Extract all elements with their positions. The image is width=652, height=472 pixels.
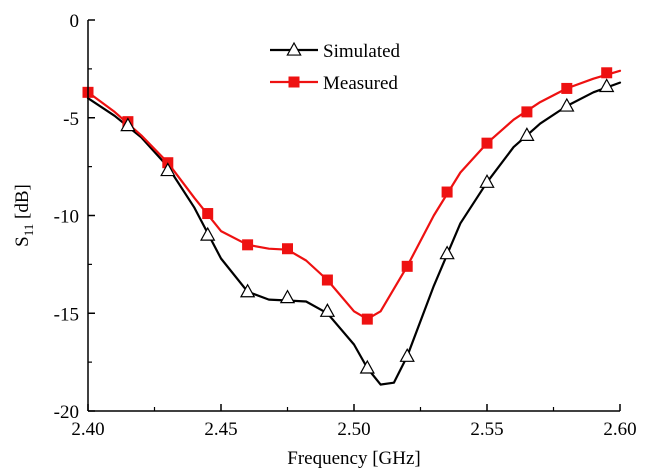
y-axis-label: S11 [dB] — [12, 184, 36, 247]
marker-simulated — [120, 117, 136, 132]
x-tick-label: 2.50 — [337, 419, 370, 440]
marker-measured — [321, 274, 333, 286]
y-tick-label: -5 — [63, 109, 79, 130]
y-axis-label-unit: [dB] — [12, 184, 33, 224]
marker-simulated — [559, 97, 575, 112]
legend-marker-measured — [288, 76, 300, 88]
marker-simulated — [359, 359, 375, 374]
series-line-simulated — [86, 81, 622, 386]
marker-measured — [202, 208, 214, 220]
marker-measured — [601, 67, 613, 79]
y-axis-label-subscript: 11 — [21, 224, 36, 237]
marker-simulated — [479, 174, 495, 188]
legend: Simulated Measured — [270, 41, 401, 94]
marker-simulated — [439, 245, 455, 260]
marker-measured — [561, 82, 573, 94]
marker-simulated — [399, 348, 415, 362]
marker-measured — [282, 243, 293, 255]
series-line-measured — [86, 69, 622, 321]
marker-simulated — [200, 226, 216, 241]
y-tick-label: -20 — [54, 402, 79, 423]
marker-measured — [401, 260, 413, 272]
plot-markers — [82, 67, 615, 374]
plot-lines — [86, 69, 622, 386]
marker-simulated — [519, 127, 535, 141]
y-tick-label: 0 — [70, 11, 80, 32]
marker-measured — [521, 106, 533, 118]
marker-measured — [441, 186, 453, 198]
marker-measured — [361, 313, 373, 325]
marker-measured — [242, 239, 254, 251]
x-tick-label: 2.45 — [204, 419, 237, 440]
legend-marker-simulated — [286, 41, 302, 56]
x-axis-label: Frequency [GHz] — [287, 448, 420, 469]
y-tick-label: -10 — [54, 207, 79, 228]
x-tick-label: 2.55 — [470, 419, 503, 440]
marker-simulated — [599, 78, 615, 93]
marker-measured — [481, 137, 493, 149]
marker-simulated — [160, 162, 176, 177]
marker-simulated — [319, 303, 336, 317]
marker-simulated — [239, 283, 256, 298]
tick-labels: 2.40 2.45 2.50 2.55 2.60 0 -5 -10 -15 -20 — [54, 11, 637, 440]
x-tick-label: 2.40 — [71, 419, 104, 440]
y-axis-label-main: S — [12, 236, 33, 247]
marker-simulated — [279, 289, 296, 304]
legend-label-measured: Measured — [323, 73, 398, 94]
y-tick-label: -15 — [54, 304, 79, 325]
ticks — [87, 19, 621, 412]
x-tick-label: 2.60 — [603, 419, 636, 440]
legend-label-simulated: Simulated — [323, 41, 401, 62]
